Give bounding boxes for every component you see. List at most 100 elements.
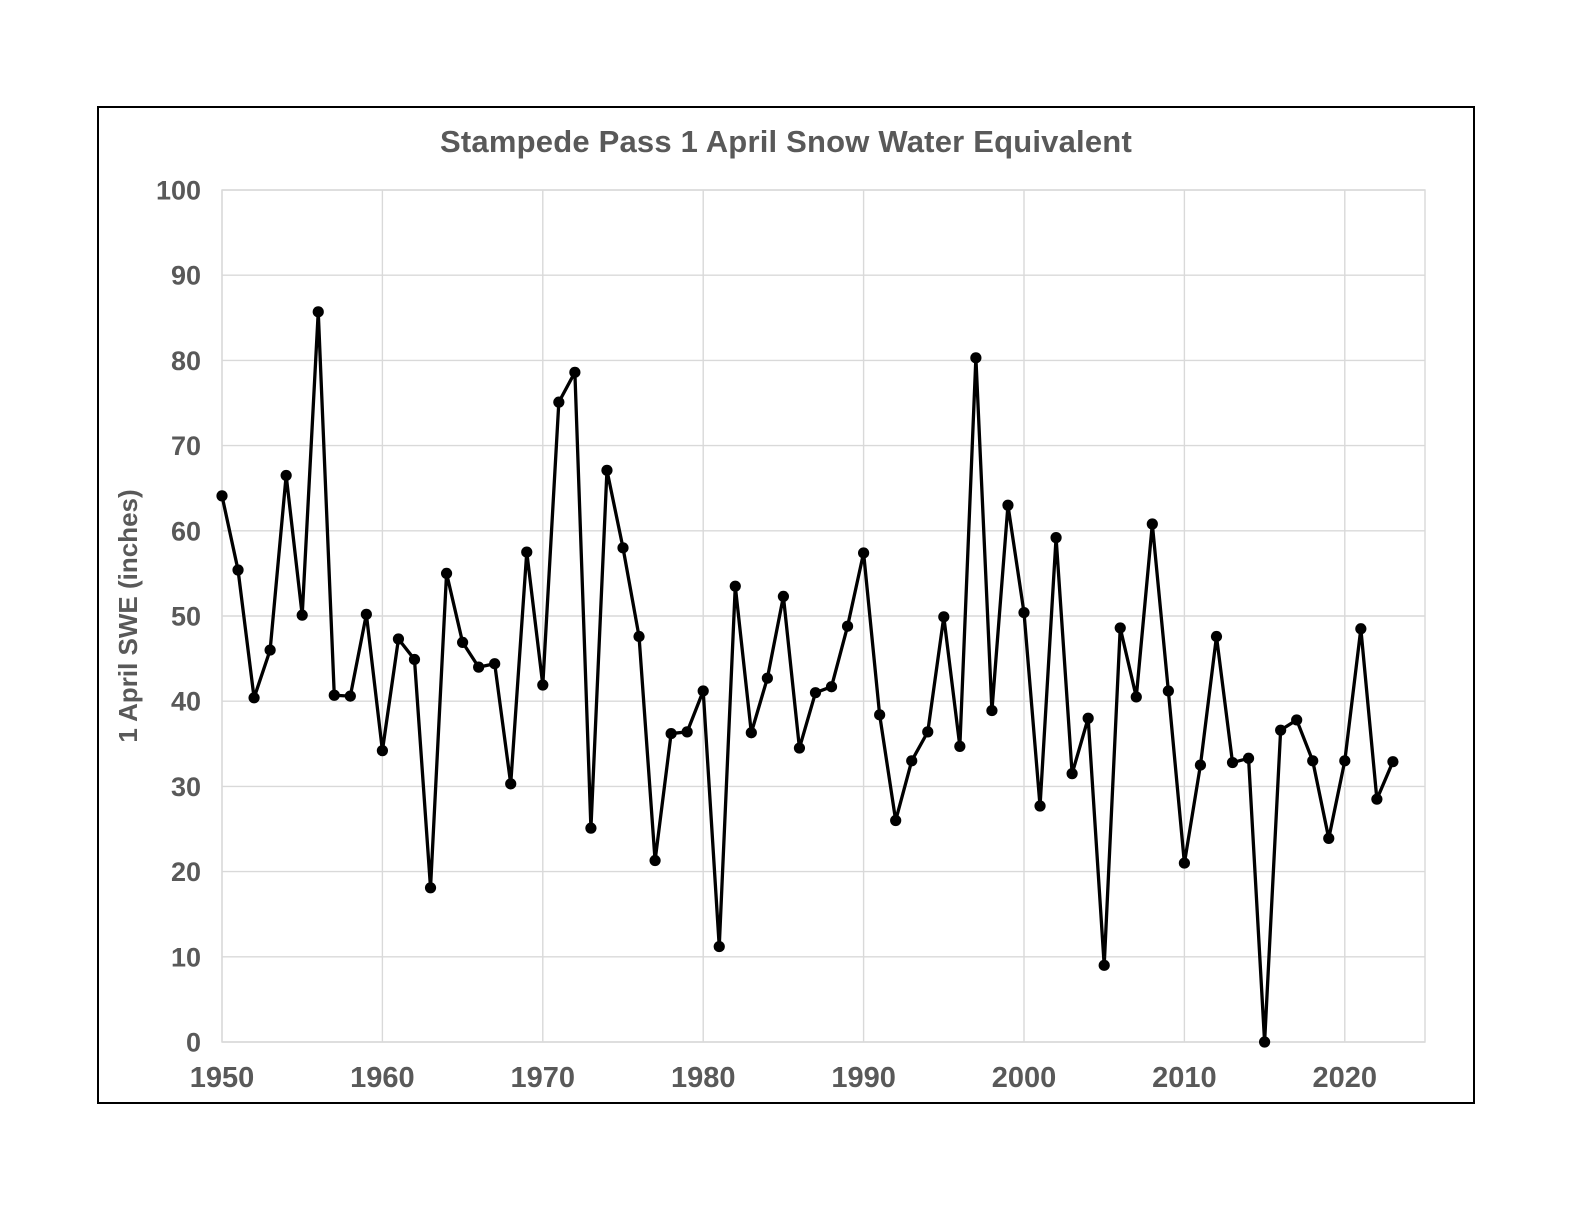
data-point-2010 — [1178, 857, 1190, 869]
data-point-1958 — [344, 690, 356, 702]
data-point-2007 — [1130, 691, 1142, 703]
data-point-1950 — [216, 490, 228, 502]
data-point-1951 — [232, 564, 244, 576]
data-point-1983 — [745, 727, 757, 739]
data-point-2015 — [1259, 1036, 1271, 1048]
x-tick-label: 1990 — [831, 1062, 896, 1094]
data-point-1968 — [505, 778, 517, 790]
y-axis-tick-labels: 0 10 20 30 40 50 60 70 80 90 100 — [156, 175, 201, 1057]
data-point-2020 — [1339, 755, 1351, 767]
data-point-1972 — [569, 366, 581, 378]
data-point-2006 — [1114, 622, 1126, 634]
x-tick-label: 2010 — [1152, 1062, 1217, 1094]
data-point-1955 — [296, 609, 308, 621]
data-point-1969 — [521, 546, 533, 558]
data-point-1994 — [922, 726, 934, 738]
figure-frame: Stampede Pass 1 April Snow Water Equival… — [97, 106, 1475, 1104]
y-gridlines — [222, 189, 1425, 1043]
data-point-1971 — [553, 396, 565, 408]
data-point-1984 — [761, 672, 773, 684]
data-point-1989 — [841, 620, 854, 632]
data-point-2018 — [1307, 755, 1319, 767]
data-point-1982 — [729, 580, 741, 592]
y-tick-label: 100 — [156, 175, 201, 205]
data-point-1979 — [681, 726, 693, 738]
data-point-1952 — [248, 692, 260, 704]
data-point-1995 — [938, 611, 950, 623]
data-point-1990 — [858, 547, 870, 559]
data-point-1954 — [280, 469, 292, 482]
x-tick-label: 2020 — [1313, 1062, 1378, 1094]
data-point-1981 — [713, 940, 725, 953]
data-point-1993 — [906, 755, 918, 767]
data-point-1976 — [633, 630, 645, 643]
data-point-1998 — [986, 704, 998, 717]
data-point-2012 — [1210, 630, 1223, 643]
data-point-2021 — [1355, 623, 1367, 635]
x-tick-label: 1980 — [671, 1062, 736, 1094]
data-point-1999 — [1002, 499, 1014, 511]
plot-area-border — [221, 189, 1426, 1043]
data-point-1973 — [585, 822, 597, 834]
data-point-1965 — [457, 636, 469, 649]
y-tick-label: 10 — [171, 942, 201, 972]
x-axis-tick-labels: 1950 1960 1970 1980 1990 2000 2010 2020 — [190, 1062, 1377, 1094]
x-tick-label: 1960 — [350, 1062, 415, 1094]
data-point-2009 — [1162, 685, 1174, 697]
data-point-1962 — [408, 653, 421, 666]
y-tick-label: 60 — [171, 516, 201, 546]
data-point-2003 — [1066, 768, 1078, 780]
data-point-1959 — [360, 608, 372, 620]
x-tick-label: 1970 — [511, 1062, 576, 1094]
y-tick-label: 90 — [171, 261, 201, 291]
data-point-1986 — [793, 742, 806, 754]
data-point-1978 — [665, 727, 677, 740]
y-tick-label: 20 — [171, 857, 201, 887]
data-points — [216, 306, 1399, 1048]
data-point-1956 — [312, 306, 324, 318]
data-point-1970 — [537, 679, 549, 691]
data-point-1963 — [424, 882, 437, 894]
x-tick-label: 2000 — [992, 1062, 1057, 1094]
data-point-1992 — [890, 814, 902, 827]
data-point-1996 — [954, 740, 966, 752]
data-point-2000 — [1018, 606, 1030, 619]
data-point-1967 — [489, 658, 501, 670]
data-point-1953 — [264, 644, 276, 656]
data-point-2013 — [1226, 756, 1239, 769]
y-tick-label: 70 — [171, 431, 201, 461]
data-point-2014 — [1242, 752, 1255, 764]
series-line — [220, 310, 1395, 1044]
data-point-2023 — [1387, 756, 1399, 768]
data-point-1977 — [649, 854, 661, 867]
y-tick-label: 50 — [171, 601, 201, 631]
data-point-1957 — [328, 689, 340, 701]
data-point-2001 — [1034, 800, 1046, 812]
data-point-2017 — [1291, 714, 1303, 726]
data-point-1980 — [697, 685, 709, 697]
data-point-1987 — [809, 687, 822, 699]
data-point-1966 — [473, 661, 485, 673]
y-axis-title: 1 April SWE (inches) — [113, 489, 143, 742]
data-point-2005 — [1098, 959, 1110, 971]
data-point-1961 — [392, 633, 405, 645]
data-point-1988 — [825, 681, 838, 693]
data-point-2019 — [1323, 832, 1335, 844]
data-point-1985 — [777, 590, 790, 603]
data-point-1960 — [376, 745, 388, 757]
y-tick-label: 0 — [186, 1027, 201, 1057]
data-point-2008 — [1146, 518, 1158, 530]
data-point-1974 — [601, 464, 613, 476]
data-point-1997 — [970, 352, 982, 364]
data-point-2022 — [1371, 793, 1383, 805]
data-point-2016 — [1275, 724, 1287, 736]
data-point-2011 — [1194, 759, 1207, 771]
y-tick-label: 30 — [171, 772, 201, 802]
data-point-2002 — [1050, 532, 1062, 544]
chart-title: Stampede Pass 1 April Snow Water Equival… — [440, 124, 1132, 159]
y-tick-label: 40 — [171, 687, 201, 717]
data-point-2004 — [1082, 712, 1094, 724]
x-tick-label: 1950 — [190, 1062, 255, 1094]
